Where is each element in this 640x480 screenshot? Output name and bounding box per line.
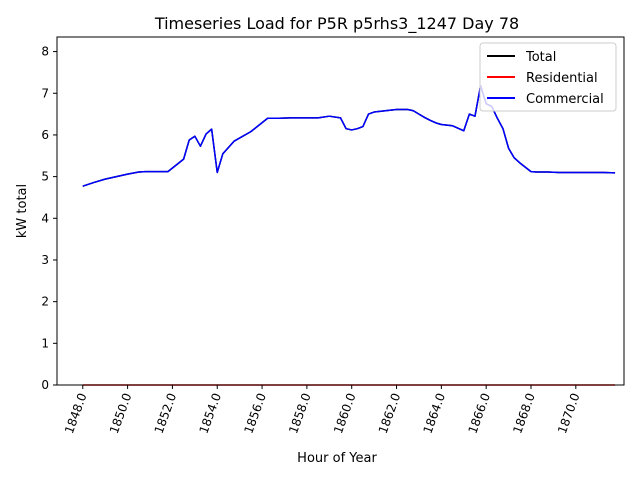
legend-label-commercial: Commercial	[526, 92, 604, 107]
y-axis: 0 1 2 3 4 5 6 7 8	[41, 45, 57, 392]
y-tick-label: 5	[41, 170, 49, 184]
x-tick-label: 1866.0	[465, 391, 493, 435]
x-axis: 1848.0 1850.0 1852.0 1854.0 1856.0 1858.0 1860…	[62, 385, 583, 435]
series-line-commercial	[82, 85, 616, 187]
x-tick-label: 1854.0	[196, 391, 224, 435]
y-tick-label: 6	[41, 128, 49, 142]
chart-title: Timeseries Load for P5R p5rhs3_1247 Day …	[154, 14, 519, 34]
y-tick-label: 4	[41, 211, 49, 225]
y-tick-label: 0	[41, 378, 49, 392]
x-axis-label: Hour of Year	[297, 451, 377, 466]
x-tick-label: 1862.0	[376, 391, 404, 435]
x-tick-label: 1864.0	[421, 391, 449, 435]
y-tick-label: 2	[41, 295, 49, 309]
x-tick-label: 1856.0	[241, 391, 269, 435]
x-tick-label: 1858.0	[286, 391, 314, 435]
x-tick-label: 1870.0	[555, 391, 583, 435]
legend-label-total: Total	[525, 50, 556, 65]
y-tick-label: 7	[41, 86, 49, 100]
x-tick-label: 1850.0	[107, 391, 135, 435]
x-tick-label: 1860.0	[331, 391, 359, 435]
legend-label-residential: Residential	[526, 71, 598, 86]
legend-box	[479, 42, 617, 112]
y-axis-label: kW total	[15, 184, 30, 238]
y-tick-label: 1	[41, 336, 49, 350]
axes-frame	[56, 36, 625, 386]
y-tick-label: 3	[41, 253, 49, 267]
y-tick-label: 8	[41, 45, 49, 59]
x-tick-label: 1868.0	[510, 391, 538, 435]
x-tick-label: 1852.0	[152, 391, 180, 435]
legend: Total Residential Commercial	[479, 42, 617, 112]
x-tick-label: 1848.0	[62, 391, 90, 435]
plot-area	[82, 85, 616, 386]
